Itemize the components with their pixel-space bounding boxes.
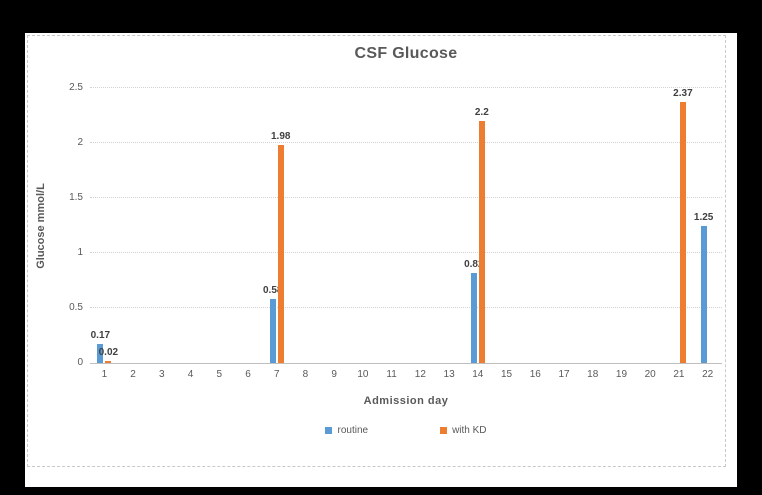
x-tick-label-16: 16 bbox=[529, 369, 541, 380]
bar-routine-day-1 bbox=[97, 344, 104, 363]
legend-label-routine: routine bbox=[337, 425, 369, 436]
x-tick-label-19: 19 bbox=[615, 369, 628, 380]
gridline-2.5 bbox=[90, 87, 722, 88]
gridline-2 bbox=[90, 142, 722, 143]
bar-with-kd-day-1 bbox=[105, 360, 112, 363]
x-tick-label-4: 4 bbox=[187, 369, 194, 380]
plot-area: 0 0.5 1 1.5 2 2.5 1 2 3 4 5 6 7 8 9 10 11 12 13 14 15 16 17 18 1… bbox=[69, 82, 722, 380]
x-tick-label-15: 15 bbox=[500, 369, 513, 380]
x-tick-label-14: 14 bbox=[472, 369, 484, 380]
x-tick-label-18: 18 bbox=[587, 369, 599, 380]
legend-item-routine: routine bbox=[325, 425, 368, 436]
x-tick-label-3: 3 bbox=[159, 369, 165, 380]
x-tick-label-11: 11 bbox=[386, 369, 397, 380]
bar-routine-day-22 bbox=[700, 225, 707, 363]
bar-routine-day-7 bbox=[269, 299, 276, 363]
bar-label-with-kd-day-7: 1.98 bbox=[270, 131, 291, 143]
x-tick-label-7: 7 bbox=[273, 369, 280, 380]
bar-label-routine-day-14: 0.82 bbox=[464, 258, 484, 270]
y-axis-title-wrap: Glucose mmol/L bbox=[25, 88, 57, 363]
bar-label-with-kd-day-21: 2.37 bbox=[673, 88, 693, 100]
x-tick-label-22: 22 bbox=[702, 369, 714, 380]
y-tick-label-0: 0 bbox=[77, 357, 83, 368]
bar-routine-day-14 bbox=[470, 272, 477, 363]
gridline-0.5 bbox=[90, 307, 722, 308]
chart-panel: CSF Glucose Glucose mmol/L 0 0.5 1 1.5 2 2.5 1… bbox=[25, 33, 737, 487]
x-tick-label-13: 13 bbox=[443, 369, 455, 380]
bar-with-kd-day-7 bbox=[277, 145, 284, 363]
legend-swatch-with-kd bbox=[440, 427, 448, 434]
y-tick-label-1: 1 bbox=[77, 247, 83, 258]
gridline-1 bbox=[90, 252, 722, 253]
bar-label-with-kd-day-1: 0.02 bbox=[98, 346, 119, 358]
x-tick-label-8: 8 bbox=[302, 369, 309, 380]
legend-item-with-kd: with KD bbox=[440, 425, 487, 436]
bar-with-kd-day-21 bbox=[679, 102, 686, 363]
legend-label-with-kd: with KD bbox=[452, 425, 487, 436]
legend: routine with KD bbox=[90, 425, 722, 436]
x-axis-title: Admission day bbox=[363, 395, 449, 407]
x-tick-label-21: 21 bbox=[673, 369, 685, 380]
y-tick-label-0.5: 0.5 bbox=[69, 302, 83, 313]
bar-label-routine-day-22: 1.25 bbox=[693, 211, 714, 223]
x-tick-label-10: 10 bbox=[357, 369, 369, 380]
x-tick-label-6: 6 bbox=[245, 369, 251, 380]
x-tick-label-9: 9 bbox=[331, 369, 337, 380]
x-tick-label-12: 12 bbox=[414, 369, 426, 380]
bar-with-kd-day-14 bbox=[478, 121, 485, 363]
gridline-1.5 bbox=[90, 197, 722, 198]
y-axis-title: Glucose mmol/L bbox=[35, 182, 48, 269]
x-tick-label-20: 20 bbox=[644, 369, 656, 380]
y-tick-label-2: 2 bbox=[77, 137, 83, 148]
x-tick-label-1: 1 bbox=[101, 369, 108, 380]
legend-swatch-routine bbox=[325, 427, 333, 434]
x-tick-label-2: 2 bbox=[130, 369, 136, 380]
y-tick-label-1.5: 1.5 bbox=[69, 192, 83, 203]
bar-label-with-kd-day-14: 2.2 bbox=[474, 107, 489, 118]
bar-label-routine-day-7: 0.58 bbox=[262, 285, 283, 297]
x-tick-label-5: 5 bbox=[216, 369, 223, 380]
y-tick-label-2.5: 2.5 bbox=[69, 82, 83, 93]
bar-label-routine-day-1: 0.17 bbox=[90, 330, 111, 342]
x-tick-label-17: 17 bbox=[558, 369, 570, 380]
chart-title: CSF Glucose bbox=[354, 45, 458, 62]
